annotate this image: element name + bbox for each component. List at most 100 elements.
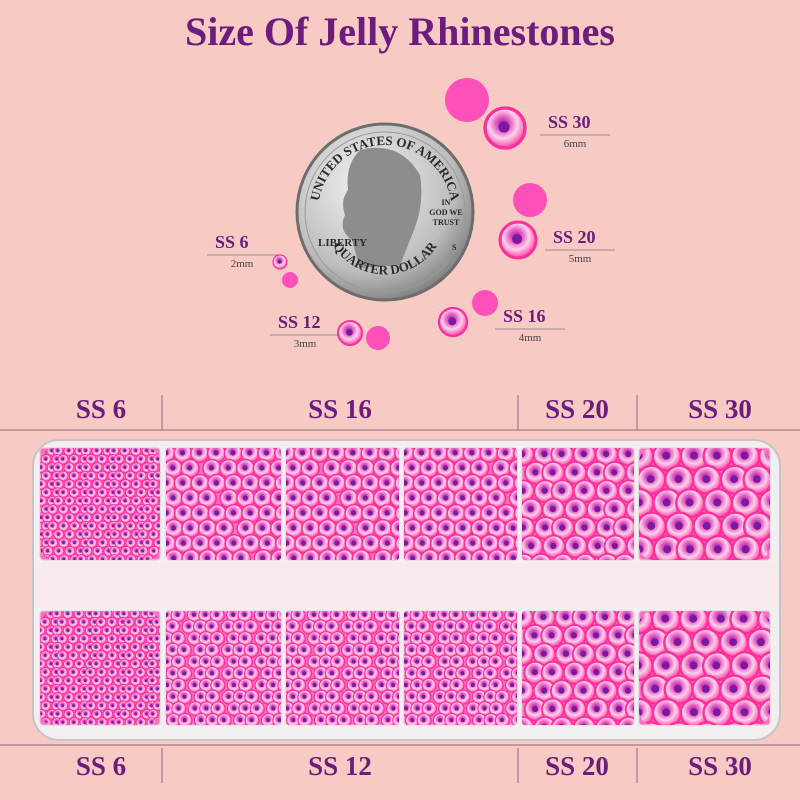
rhinestone-center [144,612,148,616]
rhinestone-center [449,671,453,676]
rhinestone-center [421,694,426,699]
rhinestone-center [265,624,270,629]
rhinestone-center [264,540,270,546]
rhinestone-center [84,712,88,716]
rhinestone-center [192,636,197,641]
rhinestone-center [54,654,58,657]
rhinestone-center [134,466,138,469]
rhinestone-center [620,524,628,531]
rhinestone-center [593,705,600,713]
rhinestone-center [674,475,683,484]
rhinestone-center [493,612,498,617]
rhinestone-center [571,669,578,676]
rhinestone-center [67,482,71,486]
rhinestone-center [78,466,82,469]
rhinestone-center [522,613,525,621]
rhinestone-center [448,624,453,629]
rhinestone-center [134,712,138,716]
rhinestone-center [471,706,476,711]
rhinestone-center [291,555,297,560]
rhinestone-center [72,474,76,478]
rhinestone-center [214,540,220,546]
rhinestone [276,631,281,647]
rhinestone-center [448,648,453,652]
rhinestone-center [187,465,193,471]
rhinestone-center [180,450,186,456]
rhinestone-center [367,480,373,486]
rhinestone [394,448,399,464]
coin-motto: IN [442,198,451,207]
rhinestone-center [426,636,431,641]
rhinestone [511,689,517,705]
rhinestone-center [470,612,475,617]
rhinestone-center [112,524,115,528]
rhinestone-center [94,612,98,616]
rhinestone-center [277,259,282,264]
rhinestone-center [351,540,357,546]
rhinestone-center [421,718,426,723]
rhinestone-center [61,507,65,511]
rhinestone-center [57,549,61,553]
rhinestone-center [368,624,373,629]
rhinestone-center [549,506,557,513]
rhinestone-center [487,540,493,546]
rhinestone-center [369,648,373,652]
rhinestone-center [138,670,142,674]
rhinestone [157,641,160,653]
rhinestone-center [277,671,281,676]
rhinestone-center [296,683,301,688]
rhinestone-center [122,662,126,666]
rhinestone-center [156,687,159,691]
rhinestone-center [470,540,476,546]
rhinestone-center [341,718,346,723]
rhinestone-center [150,474,154,478]
rhinestone-center [110,637,114,641]
rhinestone-center [73,524,76,528]
rhinestone-center [351,683,356,688]
rhinestone-center [88,670,92,674]
rhinestone-center [49,679,53,683]
rhinestone-center [470,510,476,516]
rhinestone-center [40,466,43,469]
rhinestone-center [105,612,109,616]
rhinestone-center [264,480,270,486]
rhinestone-center [503,480,509,486]
rhinestone-center [90,541,94,545]
rhinestone-center [651,685,660,693]
rhinestone-center [488,648,492,652]
rhinestone-center [419,510,425,516]
rhinestone [624,697,634,722]
rhinestone-center [580,687,587,694]
rhinestone-center [78,712,82,716]
rhinestone-center [94,629,98,632]
rhinestone-center [118,541,122,545]
rhinestone-center [276,648,281,652]
rhinestone-center [486,450,492,456]
rhinestone-center [79,558,83,560]
rhinestone-center [40,629,42,632]
rhinestone-center [625,487,632,494]
rhinestone [397,654,399,670]
rhinestone-center [615,669,622,676]
rhinestone-center [476,495,482,501]
rhinestone-center [460,555,466,560]
rhinestone-center [259,612,264,617]
rhinestone-center [78,449,82,453]
rhinestone-center [66,612,70,616]
rhinestone-center [141,549,145,553]
rhinestone-center [404,706,409,711]
rhinestone-center [300,450,306,456]
rhinestone-center [151,499,155,503]
rhinestone-center [716,614,725,623]
rhinestone-center [460,718,465,723]
rhinestone-center [84,695,87,699]
rhinestone-center [84,449,88,453]
rhinestone-center [639,498,643,507]
rhinestone-center [276,624,281,629]
rhinestone-center [476,648,481,652]
rhinestone-center [379,612,384,617]
rhinestone-center [55,645,59,649]
rhinestone-center [100,721,104,724]
rhinestone-center [50,507,54,511]
